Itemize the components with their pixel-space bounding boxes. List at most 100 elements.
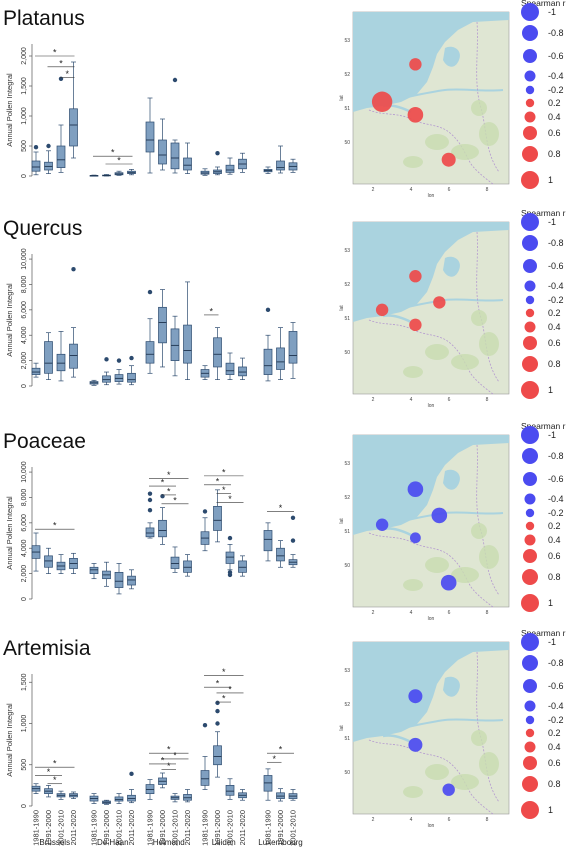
y-tick-label: 500 bbox=[21, 140, 28, 152]
map-lon-tick: 2 bbox=[372, 817, 375, 823]
box bbox=[145, 491, 155, 539]
outlier-point bbox=[215, 721, 220, 726]
legend-circle bbox=[522, 235, 538, 251]
box-group-leiden: **** bbox=[200, 467, 247, 578]
box-group-leiden bbox=[200, 151, 247, 176]
box bbox=[56, 554, 66, 574]
map-circle bbox=[375, 303, 389, 317]
x-tick-label: 1981-1990 bbox=[90, 810, 99, 846]
box bbox=[158, 772, 167, 789]
map-lon-tick: 8 bbox=[486, 610, 489, 616]
legend: Spearman r-1 -0.8 -0.6 -0.4 -0.2 0.2 0.4 0.6 0.8… bbox=[521, 421, 566, 612]
outlier-point bbox=[227, 572, 233, 578]
outlier-point bbox=[147, 491, 153, 496]
map-lat-tick: 50 bbox=[344, 563, 350, 569]
legend-label: 0.4 bbox=[548, 535, 561, 545]
map-lon-tick: 8 bbox=[486, 397, 489, 403]
significance-star: * bbox=[173, 495, 177, 505]
significance-star: * bbox=[117, 156, 121, 166]
box bbox=[200, 722, 210, 790]
box bbox=[183, 789, 192, 803]
legend-circle bbox=[524, 534, 536, 546]
legend-label: 0.2 bbox=[548, 728, 561, 738]
box-iqr bbox=[238, 366, 247, 377]
box-iqr bbox=[263, 348, 273, 375]
box-group-luxembourg bbox=[263, 307, 298, 382]
significance-star: * bbox=[228, 494, 232, 504]
box bbox=[238, 152, 247, 173]
map-circle bbox=[407, 107, 424, 123]
map-lon-tick: 2 bbox=[372, 187, 375, 193]
box-iqr bbox=[102, 375, 111, 383]
forest-patch bbox=[471, 100, 487, 116]
box bbox=[31, 145, 41, 176]
chart-panel-artemisia: Artemisia 0 500 1,000 1,500 Annual Pollen Int… bbox=[3, 628, 566, 829]
y-tick-label: 1,000 bbox=[21, 715, 28, 733]
map-lon-tick: 6 bbox=[448, 610, 451, 616]
significance-star: * bbox=[53, 521, 57, 531]
chart-panel-quercus: Quercus 0 2,000 4,000 6,000 8,000 10,000 Annual… bbox=[3, 208, 566, 409]
map-circle bbox=[408, 689, 423, 704]
y-tick-label: 1,000 bbox=[21, 107, 28, 125]
box-iqr bbox=[200, 770, 210, 786]
legend-circle bbox=[524, 280, 536, 292]
legend-circle bbox=[524, 741, 536, 753]
legend-label: 0.2 bbox=[548, 521, 561, 531]
y-tick-label: 6,000 bbox=[21, 514, 28, 532]
x-tick-label: 1991-2000 bbox=[158, 810, 167, 846]
box-group-leiden: * bbox=[200, 306, 247, 381]
legend-circle bbox=[525, 508, 535, 518]
box bbox=[213, 327, 222, 381]
legend-circle bbox=[522, 356, 538, 372]
legend-label: 1 bbox=[548, 385, 553, 395]
box-iqr bbox=[158, 139, 167, 165]
outlier-point bbox=[58, 76, 64, 82]
box-iqr bbox=[225, 785, 235, 796]
map-lat-tick: 50 bbox=[344, 770, 350, 776]
significance-star: * bbox=[167, 761, 171, 771]
legend-label: -0.6 bbox=[548, 51, 564, 61]
outlier-point bbox=[290, 515, 296, 520]
panel-title: Artemisia bbox=[3, 637, 91, 660]
outlier-point bbox=[46, 143, 51, 149]
legend-label: -1 bbox=[548, 7, 556, 17]
outlier-point bbox=[215, 151, 220, 156]
legend-label: -0.8 bbox=[548, 238, 564, 248]
legend-circle bbox=[521, 801, 539, 819]
map-panel: 53 52 51 50 2 4 6 8 lon lat bbox=[339, 221, 510, 409]
forest-patch bbox=[403, 579, 423, 591]
map-circle bbox=[441, 152, 456, 167]
box-iqr bbox=[69, 108, 78, 147]
y-tick-label: 0 bbox=[21, 384, 28, 388]
forest-patch bbox=[479, 332, 499, 356]
significance-star: * bbox=[272, 754, 276, 764]
legend-label: -0.6 bbox=[548, 681, 564, 691]
forest-patch bbox=[471, 730, 487, 746]
border-line bbox=[476, 231, 500, 383]
y-tick-label: 8,000 bbox=[21, 489, 28, 507]
panel-title: Poaceae bbox=[3, 430, 86, 453]
legend-label: -0.6 bbox=[548, 261, 564, 271]
sea bbox=[353, 12, 509, 112]
lake bbox=[443, 676, 460, 697]
box-iqr bbox=[69, 343, 78, 369]
outlier-point bbox=[129, 355, 134, 361]
legend-circle bbox=[521, 213, 539, 231]
box-group-de-haan bbox=[89, 771, 136, 805]
box bbox=[44, 547, 53, 574]
map-lat-tick: 53 bbox=[344, 248, 350, 254]
legend-label: 0.4 bbox=[548, 742, 561, 752]
box bbox=[170, 793, 180, 803]
map-lat-tick: 51 bbox=[344, 736, 350, 742]
legend-label: -0.6 bbox=[548, 474, 564, 484]
box bbox=[276, 145, 285, 174]
box bbox=[69, 267, 78, 378]
legend-label: -1 bbox=[548, 430, 556, 440]
box bbox=[170, 546, 180, 573]
box bbox=[225, 535, 235, 578]
outlier-point bbox=[33, 145, 39, 150]
outlier-point bbox=[116, 358, 122, 363]
box bbox=[44, 143, 53, 174]
box bbox=[145, 289, 155, 374]
box-group-helmond: **** bbox=[145, 745, 192, 803]
